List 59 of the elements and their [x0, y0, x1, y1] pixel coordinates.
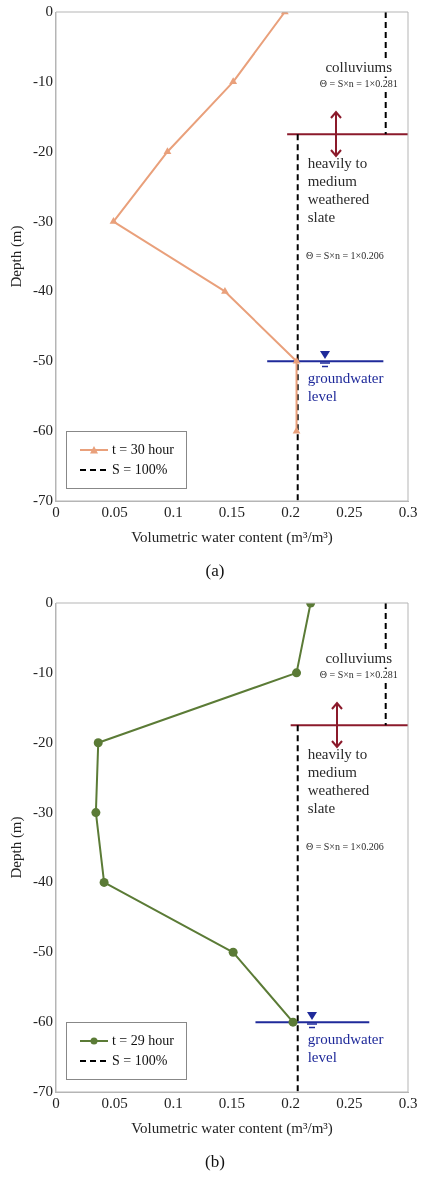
x-tick-label: 0.3 — [398, 1094, 418, 1111]
y-axis-title: Depth (m) — [7, 225, 25, 288]
x-tick-label: 0.15 — [218, 1094, 246, 1111]
annotation: Θ = S×n = 1×0.206 — [305, 250, 384, 262]
x-tick-label: 0.05 — [101, 503, 128, 520]
x-tick-label: 0.2 — [281, 1094, 301, 1111]
y-tick-label: -40 — [33, 873, 53, 890]
y-tick-label: -30 — [33, 212, 53, 229]
point — [99, 877, 109, 887]
point — [91, 808, 101, 818]
point — [93, 738, 103, 748]
point — [292, 668, 302, 678]
annotation: Θ = S×n = 1×0.281 — [319, 78, 398, 89]
point — [228, 947, 238, 957]
x-tick-label: 0.05 — [101, 1094, 128, 1111]
x-tick-label: 0.1 — [163, 503, 183, 520]
point — [163, 147, 172, 154]
y-axis-title: Depth (m) — [7, 816, 25, 879]
text: (b) — [204, 1152, 226, 1172]
y-tick-label: -50 — [33, 352, 53, 369]
x-tick-label: 0.1 — [163, 1094, 183, 1111]
legend-label: S = 100% — [111, 462, 168, 478]
y-tick-label: -20 — [33, 733, 53, 750]
y-tick-label: -50 — [33, 943, 53, 960]
x-tick-label: 0.2 — [281, 503, 301, 520]
annotation: Θ = S×n = 1×0.281 — [319, 669, 398, 680]
y-tick-label: -20 — [33, 142, 53, 159]
text: (a) — [204, 561, 226, 581]
y-tick-label: -70 — [33, 491, 53, 508]
annotation: heavily to medium weathered slate — [307, 154, 370, 225]
x-tick-label: 0.3 — [398, 503, 418, 520]
x-axis-title: Volumetric water content (m³/m³) — [131, 1119, 333, 1137]
point — [221, 286, 229, 294]
x-tick-label: 0.25 — [336, 1094, 363, 1111]
annotation: colluviums — [325, 59, 393, 76]
legend-label: t = 29 hour — [111, 1033, 174, 1049]
annotation: heavily to medium weathered slate — [307, 745, 370, 816]
y-tick-label: -60 — [33, 422, 53, 439]
y-tick-label: -10 — [33, 663, 53, 680]
annotation: groundwater level — [307, 370, 384, 405]
y-tick-label: -30 — [33, 803, 53, 820]
point — [292, 356, 301, 364]
annotation: groundwater level — [307, 1031, 384, 1066]
y-tick-label: -70 — [33, 1082, 53, 1099]
annotation: colluviums — [325, 650, 393, 667]
y-tick-label: -10 — [33, 72, 53, 89]
x-tick-label: 0.25 — [336, 503, 363, 520]
point — [288, 1017, 298, 1027]
y-tick-label: -60 — [33, 1013, 53, 1030]
x-axis-title: Volumetric water content (m³/m³) — [131, 528, 333, 546]
y-tick-label: 0 — [45, 2, 53, 19]
x-tick-label: 0.15 — [218, 503, 246, 520]
y-tick-label: 0 — [45, 593, 53, 610]
y-tick-label: -40 — [33, 282, 53, 299]
legend-label: t = 30 hour — [111, 442, 174, 458]
point — [229, 77, 238, 85]
annotation: Θ = S×n = 1×0.206 — [305, 841, 384, 853]
point — [109, 217, 118, 224]
legend-label: S = 100% — [111, 1053, 168, 1069]
